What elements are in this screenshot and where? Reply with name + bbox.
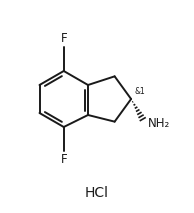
Text: F: F [61,32,67,45]
Text: F: F [61,153,67,166]
Text: &1: &1 [134,87,145,96]
Text: NH₂: NH₂ [147,117,170,130]
Text: HCl: HCl [85,186,109,200]
